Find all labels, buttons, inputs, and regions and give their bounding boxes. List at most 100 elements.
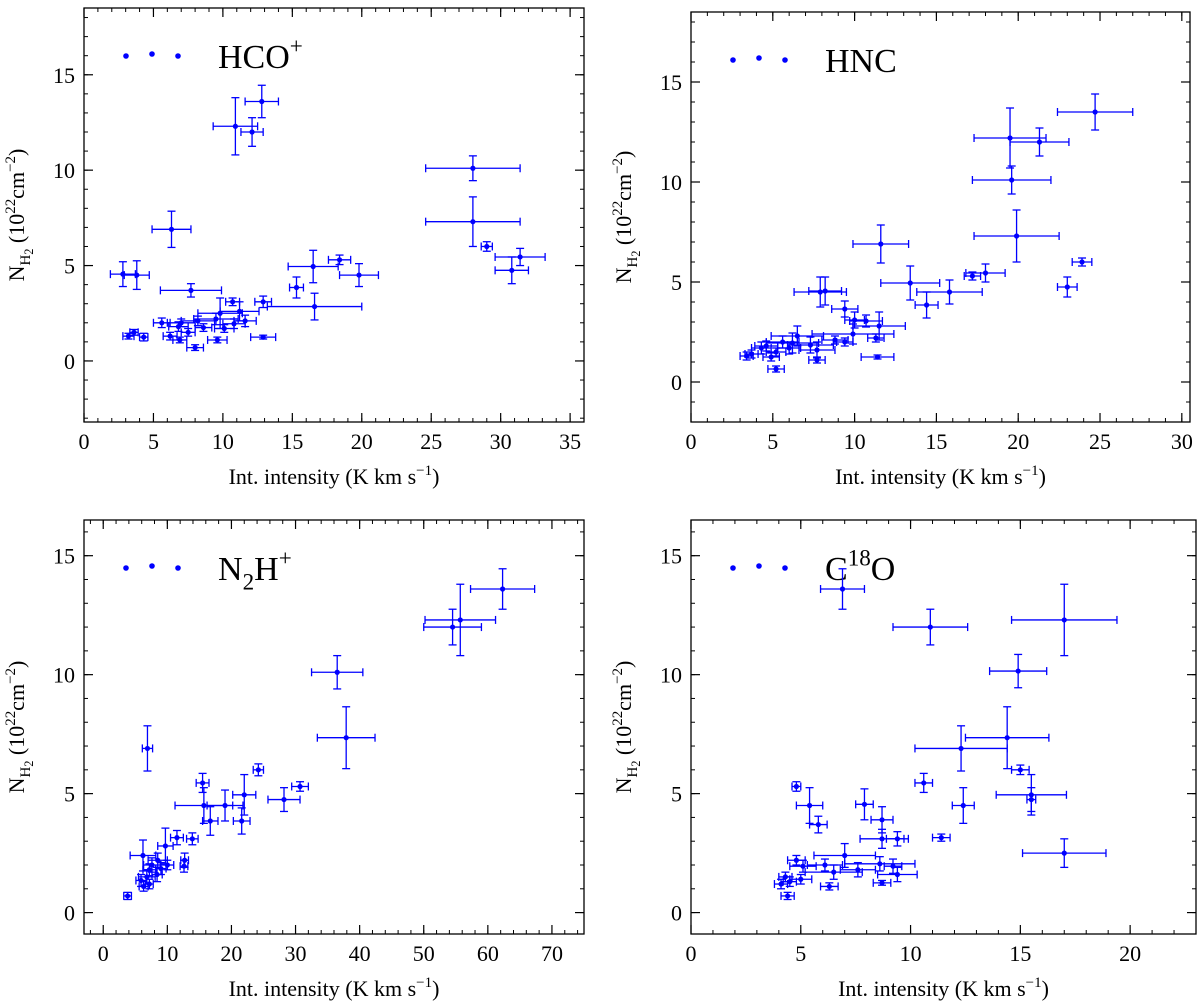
- data-point: [206, 335, 228, 344]
- x-tick-label: 30: [285, 941, 307, 966]
- text-part: N: [4, 265, 29, 281]
- point-marker: [822, 288, 828, 294]
- data-point: [931, 833, 951, 842]
- data-point: [186, 343, 205, 352]
- data-point: [232, 773, 257, 816]
- data-point: [793, 276, 848, 308]
- text-part: H: [18, 766, 34, 777]
- point-marker: [780, 339, 786, 345]
- data-point: [883, 858, 903, 874]
- data-point: [310, 654, 364, 690]
- data-point: [973, 209, 1060, 263]
- point-marker: [817, 289, 823, 295]
- tick-marks: [690, 520, 1197, 934]
- point-marker: [174, 835, 180, 841]
- x-tick-label: 20: [351, 429, 373, 454]
- point-marker: [923, 302, 930, 308]
- data-point: [867, 333, 885, 343]
- legend-marker: [730, 57, 736, 63]
- point-marker: [960, 802, 966, 809]
- point-marker: [310, 263, 316, 270]
- data-point: [1071, 257, 1093, 267]
- x-axis-label: Int. intensity (K km s−1): [835, 463, 1046, 489]
- data-point: [765, 347, 787, 357]
- point-marker: [239, 818, 245, 824]
- point-marker: [826, 883, 832, 890]
- point-marker: [786, 345, 792, 351]
- point-marker: [894, 871, 900, 878]
- point-marker: [842, 306, 848, 312]
- point-marker: [842, 339, 848, 345]
- text-part: 2: [629, 761, 643, 767]
- x-tick-label: 10: [844, 429, 866, 454]
- point-marker: [850, 331, 856, 337]
- point-marker: [907, 280, 913, 286]
- plot-frame: [690, 11, 1191, 423]
- data-point: [469, 568, 536, 610]
- data-point: [212, 97, 259, 156]
- data-point: [201, 806, 219, 836]
- x-tick-label: 20: [220, 941, 242, 966]
- x-tick-label: 15: [925, 429, 947, 454]
- x-axis-label: Int. intensity (K km s−1): [838, 975, 1049, 1001]
- data-point: [880, 265, 941, 301]
- data-point: [1056, 276, 1078, 298]
- point-marker: [175, 324, 182, 330]
- plot-frame: [690, 519, 1197, 935]
- point-marker: [773, 349, 779, 355]
- data-point: [852, 224, 910, 264]
- point-marker: [259, 98, 265, 105]
- data-point: [180, 327, 196, 337]
- point-marker: [814, 347, 820, 353]
- x-tick-label: 30: [490, 429, 512, 454]
- data-point: [172, 335, 188, 344]
- y-tick-label: 15: [660, 544, 682, 569]
- data-point: [494, 247, 546, 267]
- data-point: [141, 725, 154, 772]
- text-part: cm: [611, 174, 636, 201]
- point-marker: [311, 303, 318, 310]
- text-part: (10: [4, 726, 29, 761]
- point-marker: [134, 272, 140, 278]
- point-marker: [938, 835, 944, 841]
- y-tick-label: 10: [53, 663, 75, 688]
- data-point: [424, 583, 497, 657]
- y-axis-label: NH2 (1022cm−2): [610, 151, 643, 284]
- text-part: (10: [4, 214, 29, 249]
- data-point: [425, 155, 521, 182]
- point-marker: [457, 617, 463, 623]
- data-point: [914, 725, 1008, 772]
- point-marker: [806, 802, 813, 809]
- point-marker: [763, 343, 769, 349]
- data-point: [872, 878, 892, 887]
- legend-marker: [123, 565, 129, 571]
- legend-marker: [782, 565, 788, 571]
- data-point: [791, 781, 802, 792]
- text-part: N: [4, 777, 29, 793]
- point-marker: [140, 852, 146, 859]
- legend: HNC: [730, 43, 897, 80]
- data-point: [152, 317, 171, 329]
- tick-marks: [83, 8, 585, 422]
- point-marker: [778, 881, 784, 887]
- text-part: N: [218, 551, 243, 588]
- data-point: [138, 881, 149, 892]
- point-marker: [839, 586, 846, 592]
- y-axis-label: NH2 (1022cm−2): [610, 661, 643, 794]
- data-point: [232, 807, 251, 835]
- data-point: [1009, 127, 1070, 157]
- point-marker: [167, 333, 173, 339]
- legend-marker: [756, 563, 762, 569]
- text-part: ): [4, 149, 29, 156]
- point-marker: [748, 351, 755, 357]
- y-tick-label: 15: [660, 70, 682, 95]
- point-marker: [879, 817, 885, 823]
- legend-marker: [782, 57, 788, 63]
- data-point: [288, 276, 305, 299]
- text-part: 22: [610, 201, 626, 216]
- legend-label: HNC: [825, 43, 897, 80]
- text-part: H: [254, 551, 279, 588]
- point-marker: [214, 337, 220, 343]
- text-part: ): [432, 976, 439, 1001]
- data-point: [1010, 583, 1118, 657]
